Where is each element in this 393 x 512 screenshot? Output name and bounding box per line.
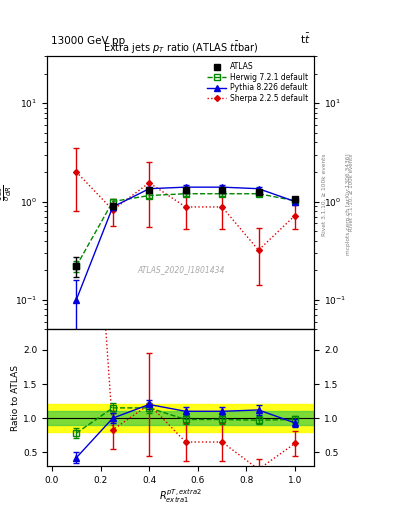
Legend: ATLAS, Herwig 7.2.1 default, Pythia 8.226 default, Sherpa 2.2.5 default: ATLAS, Herwig 7.2.1 default, Pythia 8.22… [205,60,310,105]
Bar [47,404,314,432]
Title: Extra jets $p_T$ ratio (ATLAS $t\bar{t}$bar): Extra jets $p_T$ ratio (ATLAS $t\bar{t}$… [103,40,259,56]
Y-axis label: $\frac{1}{\sigma}\frac{d\sigma}{dR}$: $\frac{1}{\sigma}\frac{d\sigma}{dR}$ [0,184,14,201]
Text: t$\bar{t}$: t$\bar{t}$ [300,31,310,46]
Text: mcplots.cern.ch [arXiv:1306.3436]: mcplots.cern.ch [arXiv:1306.3436] [346,154,351,255]
Bar [47,411,314,425]
Text: ATLAS_2020_I1801434: ATLAS_2020_I1801434 [137,265,224,274]
Y-axis label: Rivet 3.1.10, ≥ 100k events: Rivet 3.1.10, ≥ 100k events [349,154,354,231]
Text: 13000 GeV pp: 13000 GeV pp [51,35,125,46]
Y-axis label: Ratio to ATLAS: Ratio to ATLAS [11,365,20,431]
X-axis label: $R^{pT,extra2}_{extra1}$: $R^{pT,extra2}_{extra1}$ [159,487,202,505]
Text: Rivet 3.1.10, ≥ 100k events: Rivet 3.1.10, ≥ 100k events [322,154,327,236]
